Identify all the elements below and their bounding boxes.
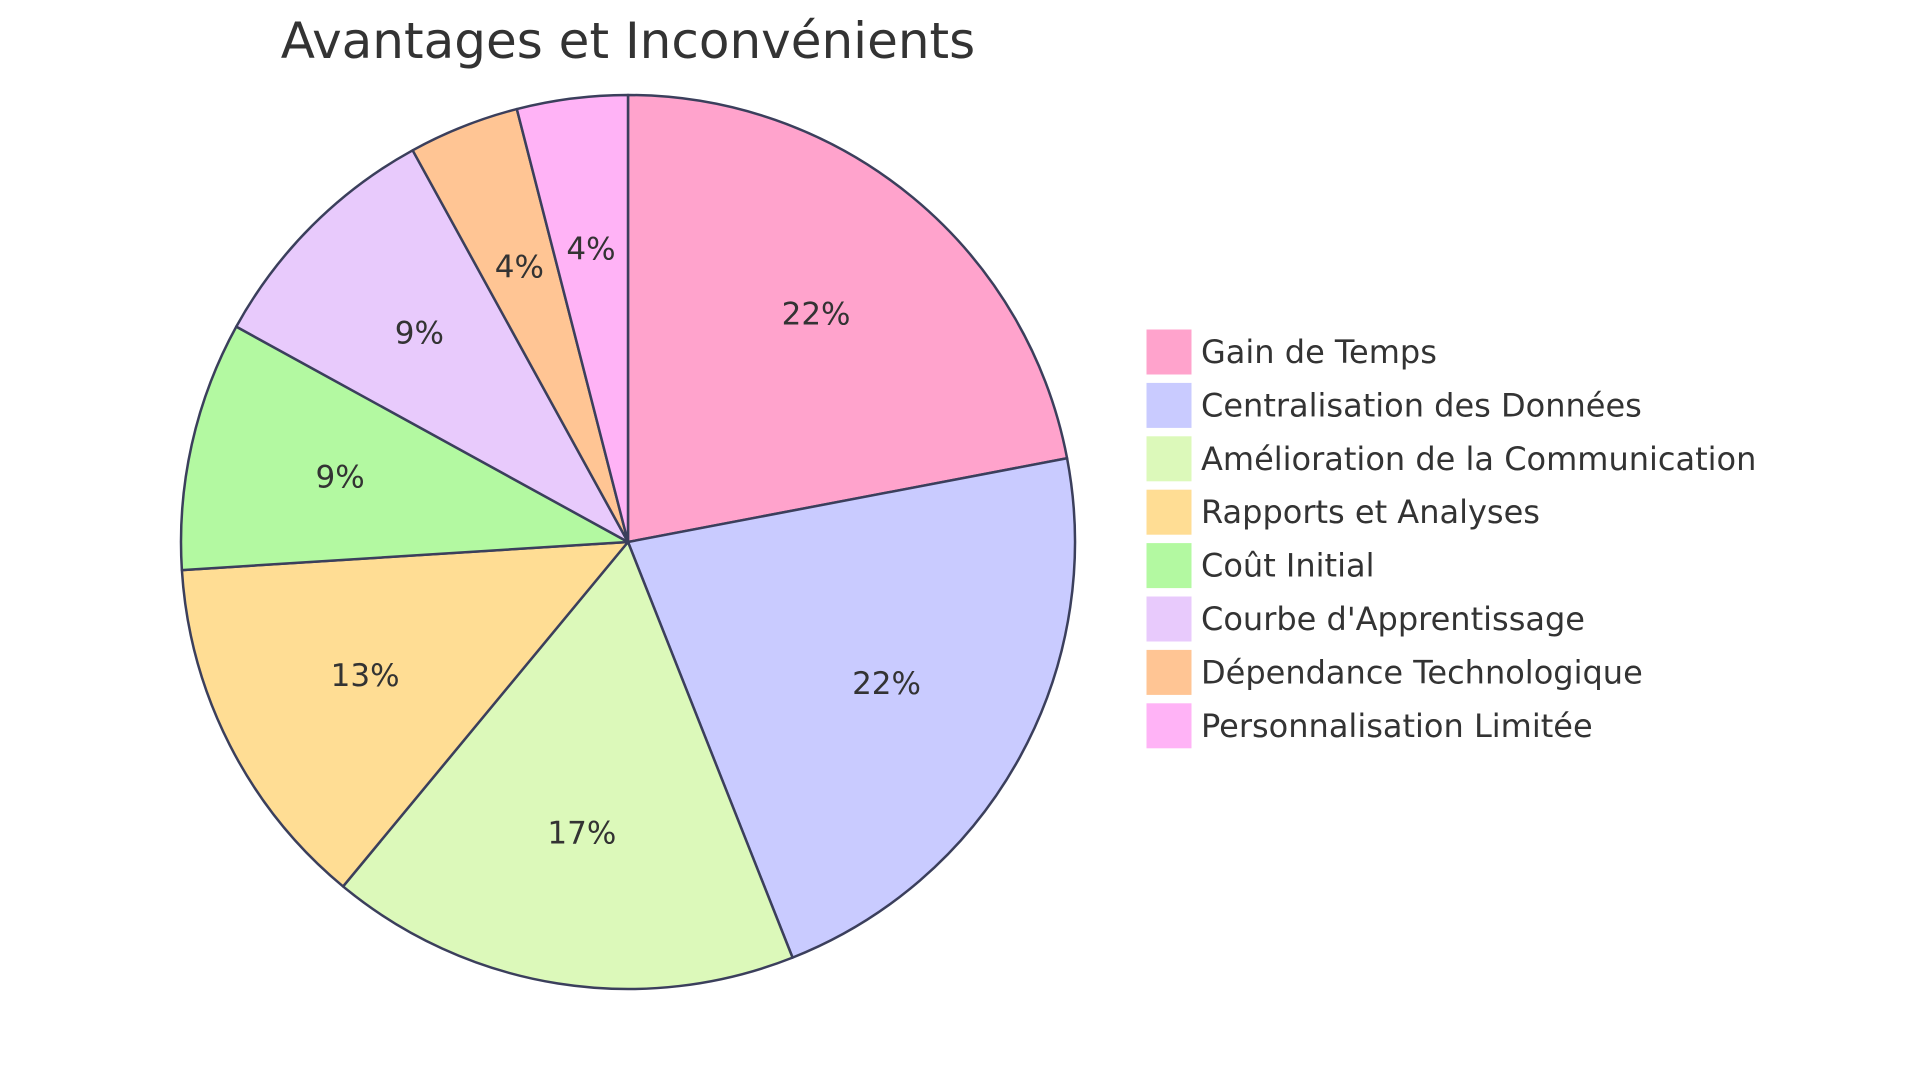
pie-slice-personnalisation-limitee (515, 93, 630, 544)
pie-slice-value-label: 22% (852, 666, 921, 702)
legend-swatch-rapports-et-analyses (1146, 489, 1192, 535)
legend-label: Amélioration de la Communication (1201, 440, 1756, 478)
legend-swatch-personnalisation-limitee (1146, 703, 1192, 749)
legend-swatch-courbe-d-apprentissage (1146, 596, 1192, 642)
legend-label: Dépendance Technologique (1201, 653, 1643, 691)
pie-slice-courbe-d-apprentissage (235, 149, 630, 544)
pie-slice-cout-initial (179, 325, 630, 572)
legend-label: Centralisation des Données (1201, 386, 1642, 424)
pie-slice-value-label: 9% (315, 460, 364, 496)
pie-slices (179, 93, 1077, 991)
pie-slice-value-label: 4% (495, 250, 544, 286)
pie-slice-amelioration-de-la-communication (341, 540, 794, 991)
legend-label: Coût Initial (1201, 547, 1374, 585)
pie-slice-value-label: 17% (547, 815, 616, 851)
legend: Gain de Temps Centralisation des Données A… (1146, 329, 1756, 749)
legend-swatch-dependance-technologique (1146, 649, 1192, 695)
legend-swatch-centralisation-des-donnees (1146, 382, 1192, 428)
legend-swatch-gain-de-temps (1146, 329, 1192, 375)
pie-slice-value-label: 22% (782, 297, 851, 333)
legend-label: Courbe d'Apprentissage (1201, 600, 1585, 638)
pie-slice-value-label: 13% (331, 658, 400, 694)
chart-title: Avantages et Inconvénients (281, 12, 975, 70)
pie-slice-value-label: 4% (566, 231, 615, 267)
legend-label: Rapports et Analyses (1201, 493, 1540, 531)
pie-slice-gain-de-temps (626, 93, 1069, 544)
legend-swatch-amelioration-de-la-communication (1146, 436, 1192, 482)
legend-swatch-cout-initial (1146, 543, 1192, 589)
legend-label: Personnalisation Limitée (1201, 707, 1593, 745)
pie-slice-value-label: 9% (395, 315, 444, 351)
legend-label: Gain de Temps (1201, 333, 1437, 371)
pie-slice-centralisation-des-donnees (626, 456, 1077, 959)
pie-slice-labels: 22% 22% 17% 13% 9% 9% 4% 4% (315, 231, 920, 851)
pie-slice-rapports-et-analyses (180, 540, 630, 888)
